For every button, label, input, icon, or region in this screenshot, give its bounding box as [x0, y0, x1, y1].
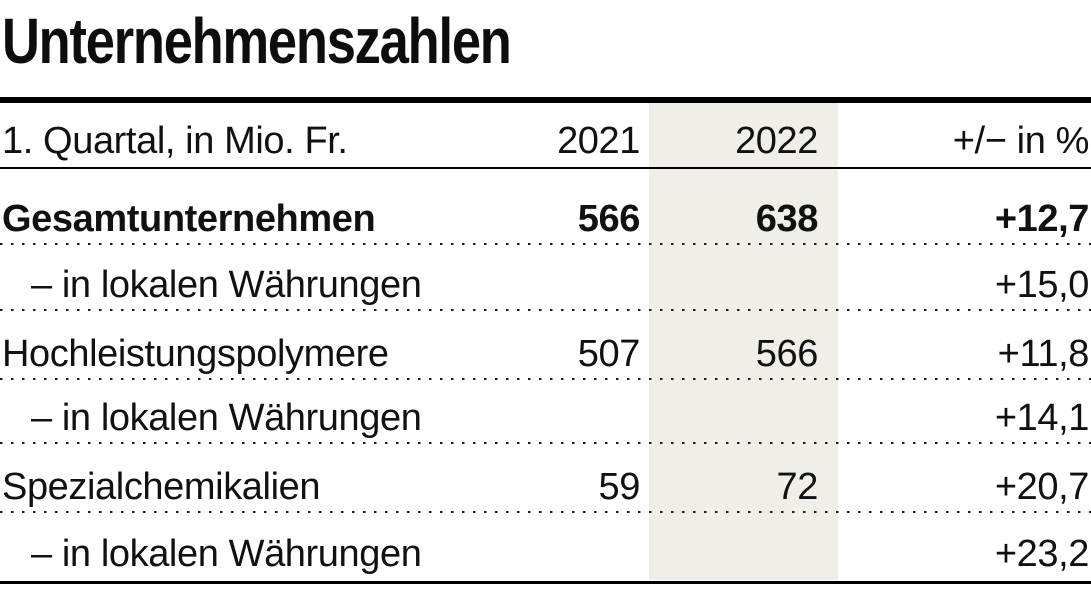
value-2022 [649, 304, 838, 311]
value-change: +20,7 [994, 466, 1090, 508]
value-2022 [649, 573, 838, 580]
value-change: +12,7 [994, 198, 1090, 240]
table-row: – in lokalen Währungen +23,2 [0, 513, 1091, 580]
value-2021 [450, 573, 649, 580]
row-label: – in lokalen Währungen [31, 264, 422, 306]
table-row: Spezialchemikalien 59 72 +20,7 [0, 444, 1091, 513]
value-2022: 638 [755, 198, 819, 240]
table-row: – in lokalen Währungen +15,0 [0, 245, 1091, 311]
highlight-column-stripe [649, 103, 838, 580]
value-2021 [450, 437, 649, 444]
table-header-row: 1. Quartal, in Mio. Fr. 2021 2022 +/− in… [0, 103, 1091, 169]
header-col-change: +/− in % [952, 120, 1090, 162]
value-2021 [450, 304, 649, 311]
value-2022: 566 [755, 333, 819, 375]
page-title: Unternehmenszahlen [2, 5, 512, 77]
value-2022: 72 [776, 466, 819, 508]
row-label: – in lokalen Währungen [31, 397, 422, 439]
value-2022 [649, 437, 838, 444]
data-table: 1. Quartal, in Mio. Fr. 2021 2022 +/− in… [0, 103, 1091, 580]
header-unit-label: 1. Quartal, in Mio. Fr. [2, 120, 348, 162]
value-change: +23,2 [994, 533, 1090, 575]
value-2021: 507 [577, 333, 641, 375]
value-2021: 566 [577, 198, 641, 240]
value-change: +14,1 [994, 397, 1090, 439]
top-rule [0, 97, 1091, 103]
header-col-2022: 2022 [735, 120, 818, 162]
value-change: +15,0 [994, 264, 1090, 306]
header-col-2021: 2021 [557, 120, 640, 162]
row-label: Hochleistungspolymere [2, 333, 389, 375]
bottom-rule [0, 581, 1091, 584]
row-label: Gesamtunternehmen [2, 198, 376, 240]
row-label: – in lokalen Währungen [31, 533, 422, 575]
value-2021: 59 [598, 466, 641, 508]
table-row: Gesamtunternehmen 566 638 +12,7 [0, 169, 1091, 245]
value-change: +11,8 [997, 333, 1090, 375]
row-label: Spezialchemikalien [2, 466, 321, 508]
table-row: Hochleistungspolymere 507 566 +11,8 [0, 311, 1091, 380]
table-row: – in lokalen Währungen +14,1 [0, 380, 1091, 444]
